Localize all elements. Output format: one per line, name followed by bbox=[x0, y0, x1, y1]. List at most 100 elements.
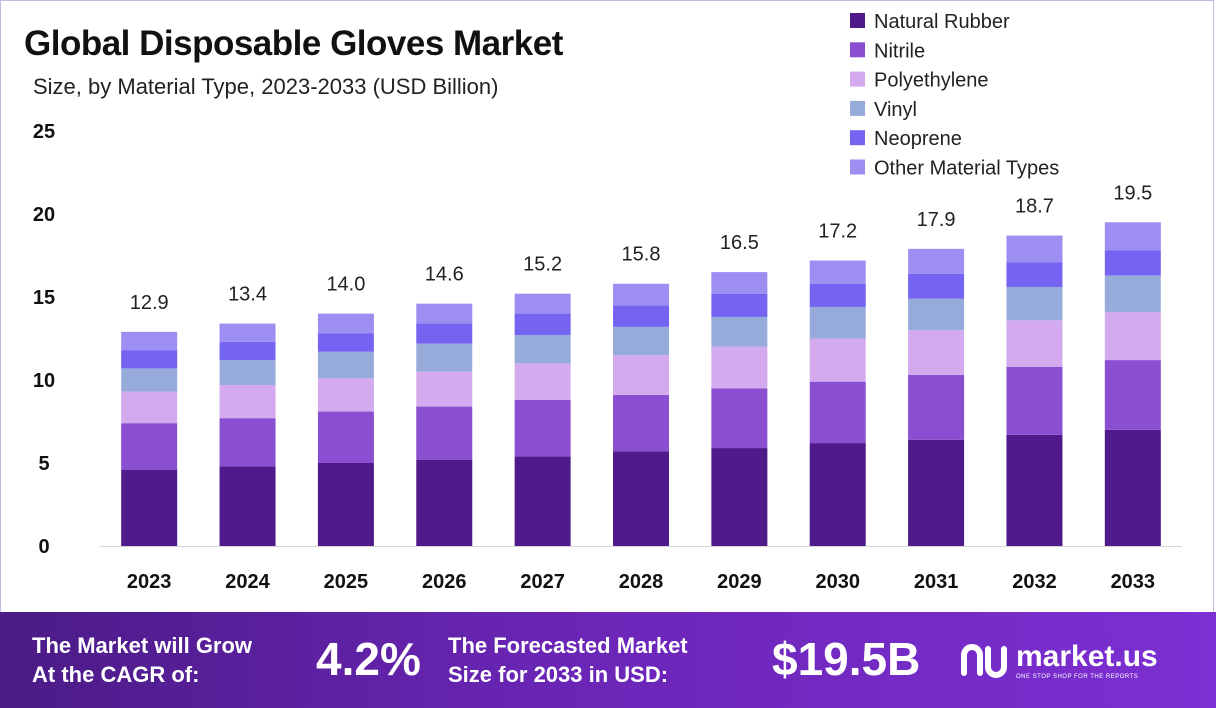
bar-segment-2024-4 bbox=[219, 341, 276, 361]
bar-segment-2026-1 bbox=[416, 406, 473, 460]
stacked-bar-chart: 051015202512.9202313.4202414.0202514.620… bbox=[33, 11, 1182, 593]
bar-segment-2026-4 bbox=[416, 323, 473, 344]
bar-segment-2029-4 bbox=[711, 293, 768, 317]
bar-segment-2028-3 bbox=[613, 326, 669, 356]
bar-total-label-2033: 19.5 bbox=[1113, 182, 1152, 204]
bar-segment-2030-1 bbox=[809, 381, 866, 444]
bar-segment-2031-3 bbox=[908, 298, 965, 331]
bar-segment-2025-5 bbox=[317, 313, 374, 334]
legend-swatch-5 bbox=[850, 159, 865, 175]
bar-segment-2033-0 bbox=[1104, 429, 1161, 546]
y-tick-label-5: 25 bbox=[33, 121, 55, 143]
bar-total-label-2028: 15.8 bbox=[622, 244, 661, 266]
bar-segment-2024-1 bbox=[219, 418, 276, 467]
bar-segment-2031-1 bbox=[908, 375, 965, 440]
x-tick-label-2028: 2028 bbox=[619, 571, 664, 593]
bar-segment-2029-2 bbox=[711, 346, 768, 389]
bar-segment-2028-1 bbox=[613, 394, 669, 452]
bar-segment-2026-5 bbox=[416, 303, 473, 324]
legend-swatch-4 bbox=[850, 130, 865, 146]
bar-total-label-2026: 14.6 bbox=[425, 264, 464, 286]
bar-segment-2027-2 bbox=[514, 363, 571, 400]
y-tick-label-1: 5 bbox=[38, 453, 49, 475]
bar-segment-2024-5 bbox=[219, 323, 276, 342]
bar-segment-2032-2 bbox=[1006, 320, 1063, 367]
bar-segment-2030-4 bbox=[809, 283, 866, 307]
brand-tagline: ONE STOP SHOP FOR THE REPORTS bbox=[1016, 674, 1139, 680]
x-tick-label-2025: 2025 bbox=[324, 571, 369, 593]
bar-total-label-2031: 17.9 bbox=[917, 209, 956, 231]
forecast-value: $19.5B bbox=[772, 633, 921, 685]
bar-segment-2025-4 bbox=[317, 333, 374, 352]
cagr-value: 4.2% bbox=[316, 633, 421, 685]
bar-segment-2027-0 bbox=[514, 456, 571, 546]
bar-segment-2029-1 bbox=[711, 388, 768, 449]
bar-segment-2025-3 bbox=[317, 351, 374, 379]
x-tick-label-2031: 2031 bbox=[914, 571, 959, 593]
bar-segment-2030-2 bbox=[809, 338, 866, 382]
bar-segment-2027-3 bbox=[514, 335, 571, 364]
bar-segment-2028-5 bbox=[613, 283, 669, 306]
legend-swatch-0 bbox=[850, 13, 865, 28]
bar-total-label-2029: 16.5 bbox=[720, 232, 759, 254]
legend-label-1: Nitrile bbox=[874, 40, 925, 62]
bar-total-label-2027: 15.2 bbox=[523, 254, 562, 276]
bar-total-label-2023: 12.9 bbox=[130, 292, 169, 314]
y-tick-label-3: 15 bbox=[33, 287, 55, 309]
bar-segment-2023-0 bbox=[121, 469, 178, 546]
chart-subtitle: Size, by Material Type, 2023-2033 (USD B… bbox=[33, 74, 499, 99]
bar-segment-2025-2 bbox=[317, 378, 374, 412]
y-tick-label-0: 0 bbox=[38, 536, 49, 558]
bar-segment-2032-4 bbox=[1006, 262, 1063, 288]
bar-segment-2031-0 bbox=[908, 439, 965, 546]
bar-segment-2026-3 bbox=[416, 343, 473, 372]
bar-segment-2033-2 bbox=[1104, 311, 1161, 361]
bar-total-label-2024: 13.4 bbox=[228, 284, 267, 306]
bar-segment-2025-1 bbox=[317, 411, 374, 463]
bar-segment-2030-3 bbox=[809, 306, 866, 339]
bar-segment-2030-5 bbox=[809, 260, 866, 284]
brand-logo: market.us ONE STOP SHOP FOR THE REPORTS bbox=[960, 642, 1158, 680]
bar-segment-2030-0 bbox=[809, 443, 866, 546]
bar-segment-2032-0 bbox=[1006, 434, 1063, 546]
bar-segment-2033-5 bbox=[1104, 222, 1161, 251]
bar-total-label-2032: 18.7 bbox=[1015, 196, 1054, 218]
chart-title: Global Disposable Gloves Market bbox=[24, 24, 563, 63]
cagr-label: The Market will Grow At the CAGR of: bbox=[32, 631, 252, 689]
legend-label-0: Natural Rubber bbox=[874, 11, 1010, 33]
legend-swatch-2 bbox=[850, 71, 865, 87]
bar-segment-2023-5 bbox=[121, 331, 178, 351]
bar-segment-2031-4 bbox=[908, 273, 965, 299]
legend-swatch-1 bbox=[850, 42, 865, 58]
market-us-logo-icon bbox=[961, 644, 1007, 678]
bar-segment-2029-5 bbox=[711, 272, 768, 294]
footer-banner: The Market will Grow At the CAGR of: 4.2… bbox=[0, 612, 1216, 708]
bar-segment-2028-0 bbox=[613, 451, 669, 546]
bar-segment-2023-1 bbox=[121, 423, 178, 470]
legend-label-2: Polyethylene bbox=[874, 70, 989, 92]
cagr-label-line2: At the CAGR of: bbox=[32, 662, 200, 687]
bar-segment-2028-4 bbox=[613, 305, 669, 327]
forecast-label-line1: The Forecasted Market bbox=[448, 633, 688, 658]
bar-segment-2023-2 bbox=[121, 391, 178, 424]
y-tick-label-4: 20 bbox=[33, 204, 55, 226]
bar-total-label-2025: 14.0 bbox=[326, 274, 365, 296]
bar-segment-2028-2 bbox=[613, 355, 669, 395]
bar-segment-2027-4 bbox=[514, 313, 571, 336]
forecast-label: The Forecasted Market Size for 2033 in U… bbox=[448, 631, 688, 689]
brand-name: market.us bbox=[1016, 640, 1158, 673]
bar-segment-2027-5 bbox=[514, 293, 571, 314]
x-tick-label-2023: 2023 bbox=[127, 571, 172, 593]
bar-segment-2032-5 bbox=[1006, 235, 1063, 263]
bar-segment-2032-3 bbox=[1006, 287, 1063, 321]
x-tick-label-2033: 2033 bbox=[1111, 571, 1156, 593]
bar-segment-2024-0 bbox=[219, 466, 276, 546]
bar-segment-2023-4 bbox=[121, 350, 178, 369]
bar-segment-2032-1 bbox=[1006, 366, 1063, 435]
bar-segment-2033-3 bbox=[1104, 275, 1161, 312]
forecast-label-line2: Size for 2033 in USD: bbox=[448, 662, 669, 687]
bar-segment-2031-5 bbox=[908, 248, 965, 274]
x-tick-label-2032: 2032 bbox=[1012, 571, 1057, 593]
y-tick-label-2: 10 bbox=[33, 370, 55, 392]
x-tick-label-2030: 2030 bbox=[815, 571, 860, 593]
